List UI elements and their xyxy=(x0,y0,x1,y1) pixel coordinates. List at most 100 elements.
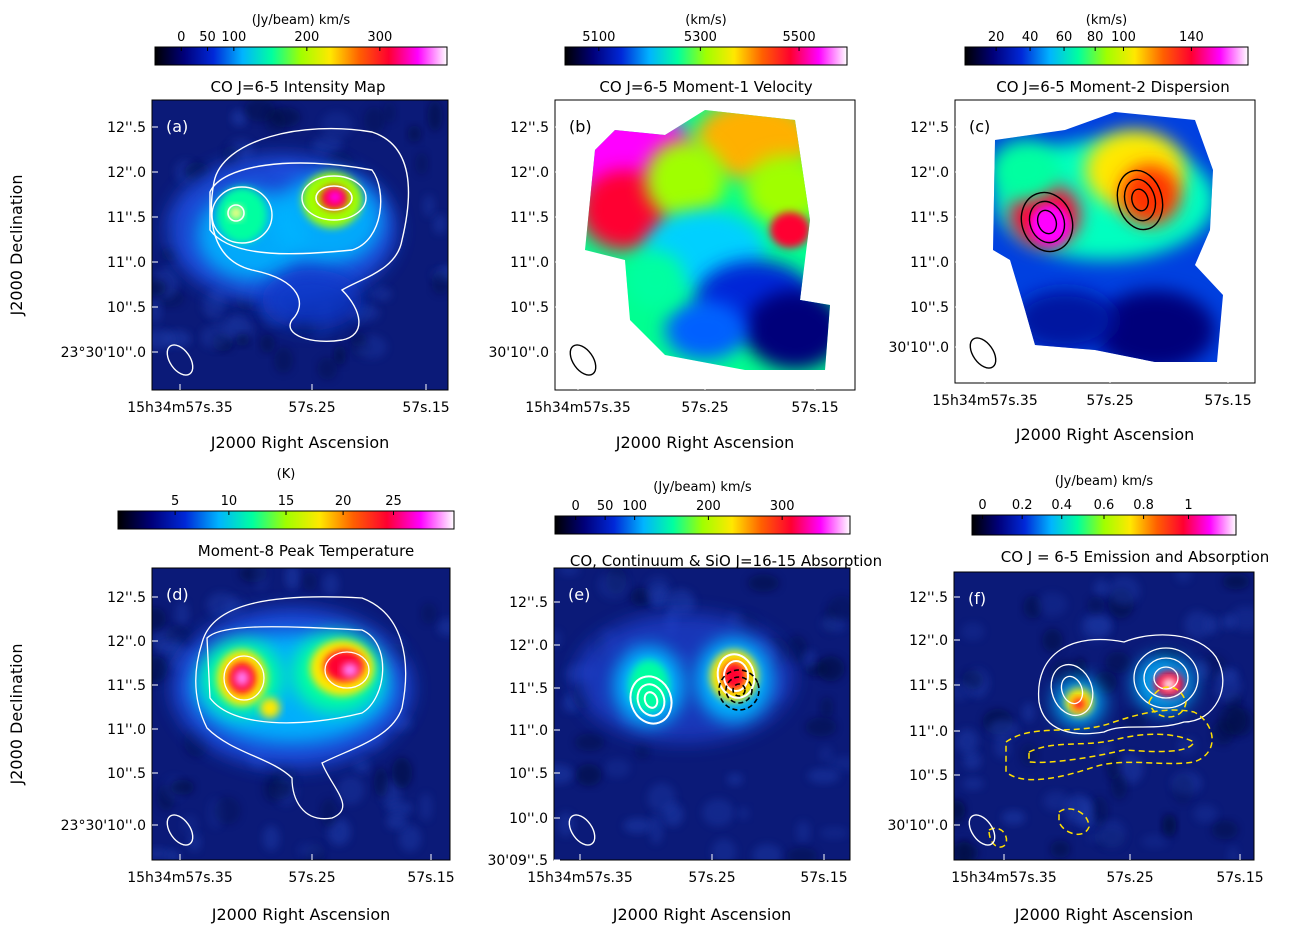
colorbar: (km/s) 20 40 60 80 100 140 xyxy=(965,13,1248,65)
y-tick-label: 30'09''.5 xyxy=(487,853,548,869)
colorbar-gradient xyxy=(565,47,847,65)
noise-speckle xyxy=(808,768,840,784)
colorbar-tick-label: 5 xyxy=(171,494,179,509)
noise-speckle xyxy=(819,746,833,763)
x-tick-label: 57s.25 xyxy=(688,870,735,886)
colorbar-tick-label: 50 xyxy=(597,499,614,514)
noise-speckle xyxy=(298,843,322,858)
noise-speckle xyxy=(175,601,189,628)
colorbar-tick-label: 0 xyxy=(572,499,580,514)
y-tick-label: 12''.5 xyxy=(510,120,549,136)
noise-speckle xyxy=(214,797,240,825)
y-tick-label: 11''.5 xyxy=(509,681,548,697)
noise-speckle xyxy=(1037,592,1067,616)
panel-title: CO J = 6-5 Emission and Absorption xyxy=(1001,548,1270,566)
colorbar-tick-label: 5100 xyxy=(582,30,615,45)
colorbar-tick-label: 100 xyxy=(622,499,647,514)
y-tick-label: 12''.0 xyxy=(509,638,548,654)
noise-speckle xyxy=(648,783,676,813)
noise-speckle xyxy=(1221,614,1236,629)
map-image: (a) xyxy=(144,99,458,390)
noise-speckle xyxy=(350,332,367,347)
y-tick-label: 23°30'10''.0 xyxy=(61,818,146,834)
x-tick-label: 57s.25 xyxy=(1086,393,1133,409)
y-tick-label: 12''.5 xyxy=(107,120,146,136)
colorbar-tick-label: 60 xyxy=(1056,30,1073,45)
noise-speckle xyxy=(320,799,337,828)
colorbar-tick-label: 200 xyxy=(294,30,319,45)
colorbar: (Jy/beam) km/s 0 50 100 200 300 xyxy=(555,480,850,534)
colorbar: (K) 5 10 15 20 25 xyxy=(118,467,454,529)
noise-speckle xyxy=(419,793,432,821)
noise-speckle xyxy=(371,287,392,301)
colorbar-tick-label: 5500 xyxy=(783,30,816,45)
noise-speckle xyxy=(431,271,449,295)
colorbar-unit: (Jy/beam) km/s xyxy=(252,13,351,28)
y-tick-label: 12''.0 xyxy=(910,165,949,181)
colorbar-unit: (km/s) xyxy=(1086,13,1128,28)
y-axis-label: J2000 Declination xyxy=(7,644,26,786)
panels: (Jy/beam) km/s0 50 100 200 300CO J=6-5 Inten… xyxy=(7,13,1276,924)
emission-blob xyxy=(722,662,746,690)
colorbar: (Jy/beam) km/s0 0.2 0.4 0.6 0.8 1 xyxy=(972,474,1236,535)
x-tick-label: 57s.15 xyxy=(800,870,847,886)
panel-title: CO J=6-5 Moment-1 Velocity xyxy=(599,78,812,96)
panel-f: (Jy/beam) km/s0 0.2 0.4 0.6 0.8 1 CO J = 6-5 E… xyxy=(887,474,1276,924)
noise-speckle xyxy=(260,334,275,353)
noise-speckle xyxy=(576,764,602,786)
noise-speckle xyxy=(312,136,343,154)
y-tick-label: 10''.5 xyxy=(107,766,146,782)
noise-speckle xyxy=(145,329,172,350)
panel-letter: (b) xyxy=(569,117,592,136)
noise-speckle xyxy=(1212,820,1239,840)
noise-speckle xyxy=(1194,805,1218,823)
emission-blob xyxy=(990,140,1060,200)
x-tick-label: 57s.25 xyxy=(288,870,335,886)
noise-speckle xyxy=(216,316,244,335)
emission-blob xyxy=(328,191,342,203)
x-tick-label: 57s.15 xyxy=(1216,870,1263,886)
noise-speckle xyxy=(988,719,1018,739)
y-tick-label: 10''.5 xyxy=(510,300,549,316)
noise-speckle xyxy=(712,839,736,865)
noise-speckle xyxy=(207,592,237,618)
panel-letter: (d) xyxy=(166,585,189,604)
noise-speckle xyxy=(961,622,984,640)
colorbar-tick-label: 80 xyxy=(1087,30,1104,45)
x-axis-label: J2000 Right Ascension xyxy=(1015,425,1195,444)
noise-speckle xyxy=(383,102,396,124)
noise-speckle xyxy=(796,821,811,843)
noise-speckle xyxy=(188,832,202,851)
map-image: (b) xyxy=(555,100,855,390)
noise-speckle xyxy=(150,297,162,323)
x-axis-label: J2000 Right Ascension xyxy=(211,905,391,924)
noise-speckle xyxy=(1218,705,1246,735)
x-axis-label: J2000 Right Ascension xyxy=(612,905,792,924)
y-tick-label: 10''.5 xyxy=(107,300,146,316)
y-tick-label: 12''.0 xyxy=(107,634,146,650)
noise-speckle xyxy=(437,618,459,636)
y-tick-label: 10''.5 xyxy=(509,766,548,782)
colorbar-tick-label: 50 xyxy=(199,30,216,45)
noise-speckle xyxy=(1085,616,1111,636)
panel-e: (Jy/beam) km/s0 50 100 200 300CO, Continuum … xyxy=(487,480,882,924)
noise-speckle xyxy=(167,849,180,863)
map-image: (d) xyxy=(142,562,459,871)
x-tick-label: 15h34m57s.35 xyxy=(527,870,633,886)
colorbar-tick-label: 300 xyxy=(367,30,392,45)
noise-speckle xyxy=(604,759,630,778)
x-tick-label: 57s.15 xyxy=(407,870,454,886)
noise-speckle xyxy=(268,780,292,800)
x-axis-label: J2000 Right Ascension xyxy=(210,433,390,452)
colorbar-tick-label: 0.2 xyxy=(1012,498,1033,513)
noise-speckle xyxy=(1204,615,1220,634)
noise-speckle xyxy=(1227,846,1239,867)
noise-speckle xyxy=(963,777,984,790)
colorbar: (Jy/beam) km/s 0 50 100 200 300 xyxy=(155,13,447,65)
y-tick-label: 11''.5 xyxy=(909,678,948,694)
y-tick-label: 11''.0 xyxy=(510,255,549,271)
noise-speckle xyxy=(399,825,421,852)
y-tick-label: 12''.5 xyxy=(910,120,949,136)
y-tick-label: 11''.5 xyxy=(510,210,549,226)
noise-speckle xyxy=(317,357,337,380)
